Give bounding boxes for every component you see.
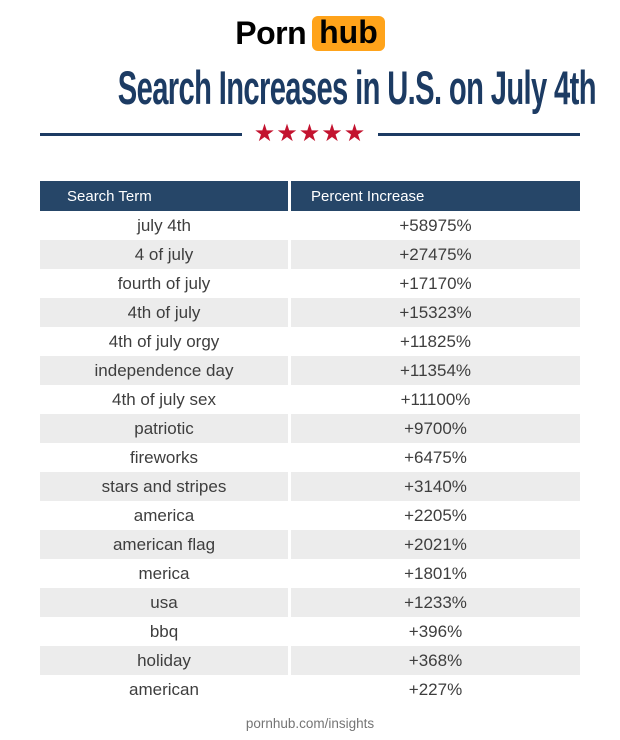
- percent-increase-cell: +368%: [291, 646, 580, 675]
- search-term-cell: merica: [40, 559, 288, 588]
- column-divider: [288, 443, 291, 472]
- stars-icon: ★★★★★: [253, 119, 367, 147]
- percent-increase-cell: +396%: [291, 617, 580, 646]
- table-row: holiday +368%: [40, 646, 580, 675]
- column-divider: [288, 298, 291, 327]
- divider-line-right: [378, 133, 581, 136]
- column-divider: [288, 385, 291, 414]
- column-divider: [288, 356, 291, 385]
- search-increase-table: Search Term Percent Increase july 4th +58…: [40, 181, 580, 704]
- percent-increase-cell: +2205%: [291, 501, 580, 530]
- percent-increase-cell: +11100%: [291, 385, 580, 414]
- table-row: fireworks +6475%: [40, 443, 580, 472]
- table-row: fourth of july +17170%: [40, 269, 580, 298]
- column-divider: [288, 327, 291, 356]
- column-divider: [288, 472, 291, 501]
- percent-increase-cell: +6475%: [291, 443, 580, 472]
- table-row: 4th of july +15323%: [40, 298, 580, 327]
- search-term-cell: stars and stripes: [40, 472, 288, 501]
- source-url: pornhub.com/insights: [245, 716, 375, 731]
- column-divider: [288, 414, 291, 443]
- column-divider: [288, 675, 291, 704]
- search-term-cell: 4th of july: [40, 298, 288, 327]
- column-divider: [288, 501, 291, 530]
- logo-text-porn: Porn: [235, 15, 307, 51]
- star-divider: ★★★★★: [40, 119, 581, 148]
- table-row: american +227%: [40, 675, 580, 704]
- search-term-cell: holiday: [40, 646, 288, 675]
- logo-text-hub: hub: [312, 16, 385, 52]
- table-row: merica +1801%: [40, 559, 580, 588]
- column-divider: [288, 646, 291, 675]
- search-term-cell: 4 of july: [40, 240, 288, 269]
- table-row: independence day +11354%: [40, 356, 580, 385]
- search-term-cell: 4th of july orgy: [40, 327, 288, 356]
- column-divider: [288, 240, 291, 269]
- column-divider: [288, 530, 291, 559]
- percent-increase-cell: +27475%: [291, 240, 580, 269]
- column-header-percent-increase: Percent Increase: [291, 181, 580, 211]
- percent-increase-cell: +9700%: [291, 414, 580, 443]
- column-divider: [288, 588, 291, 617]
- column-header-search-term: Search Term: [40, 181, 288, 211]
- search-term-cell: american: [40, 675, 288, 704]
- search-term-cell: bbq: [40, 617, 288, 646]
- search-term-cell: patriotic: [40, 414, 288, 443]
- percent-increase-cell: +227%: [291, 675, 580, 704]
- page-title: Search Increases in U.S. on July 4th: [117, 61, 597, 114]
- table-body: july 4th +58975% 4 of july +27475% fourth of…: [40, 211, 580, 704]
- table-row: patriotic +9700%: [40, 414, 580, 443]
- search-term-cell: usa: [40, 588, 288, 617]
- table-row: july 4th +58975%: [40, 211, 580, 240]
- search-term-cell: american flag: [40, 530, 288, 559]
- percent-increase-cell: +11354%: [291, 356, 580, 385]
- search-term-cell: fourth of july: [40, 269, 288, 298]
- percent-increase-cell: +1233%: [291, 588, 580, 617]
- percent-increase-cell: +11825%: [291, 327, 580, 356]
- column-divider: [288, 211, 291, 240]
- column-divider: [288, 181, 291, 211]
- search-term-cell: independence day: [40, 356, 288, 385]
- percent-increase-cell: +3140%: [291, 472, 580, 501]
- table-row: 4th of july sex +11100%: [40, 385, 580, 414]
- table-row: bbq +396%: [40, 617, 580, 646]
- pornhub-logo: Porn hub: [0, 15, 620, 52]
- divider-line-left: [40, 133, 242, 136]
- search-term-cell: fireworks: [40, 443, 288, 472]
- column-divider: [288, 617, 291, 646]
- percent-increase-cell: +15323%: [291, 298, 580, 327]
- search-term-cell: july 4th: [40, 211, 288, 240]
- percent-increase-cell: +58975%: [291, 211, 580, 240]
- percent-increase-cell: +1801%: [291, 559, 580, 588]
- table-header-row: Search Term Percent Increase: [40, 181, 580, 211]
- search-term-cell: 4th of july sex: [40, 385, 288, 414]
- percent-increase-cell: +2021%: [291, 530, 580, 559]
- table-row: america +2205%: [40, 501, 580, 530]
- column-divider: [288, 559, 291, 588]
- column-divider: [288, 269, 291, 298]
- table-row: 4 of july +27475%: [40, 240, 580, 269]
- percent-increase-cell: +17170%: [291, 269, 580, 298]
- table-row: american flag +2021%: [40, 530, 580, 559]
- table-row: usa +1233%: [40, 588, 580, 617]
- table-row: 4th of july orgy +11825%: [40, 327, 580, 356]
- table-row: stars and stripes +3140%: [40, 472, 580, 501]
- search-term-cell: america: [40, 501, 288, 530]
